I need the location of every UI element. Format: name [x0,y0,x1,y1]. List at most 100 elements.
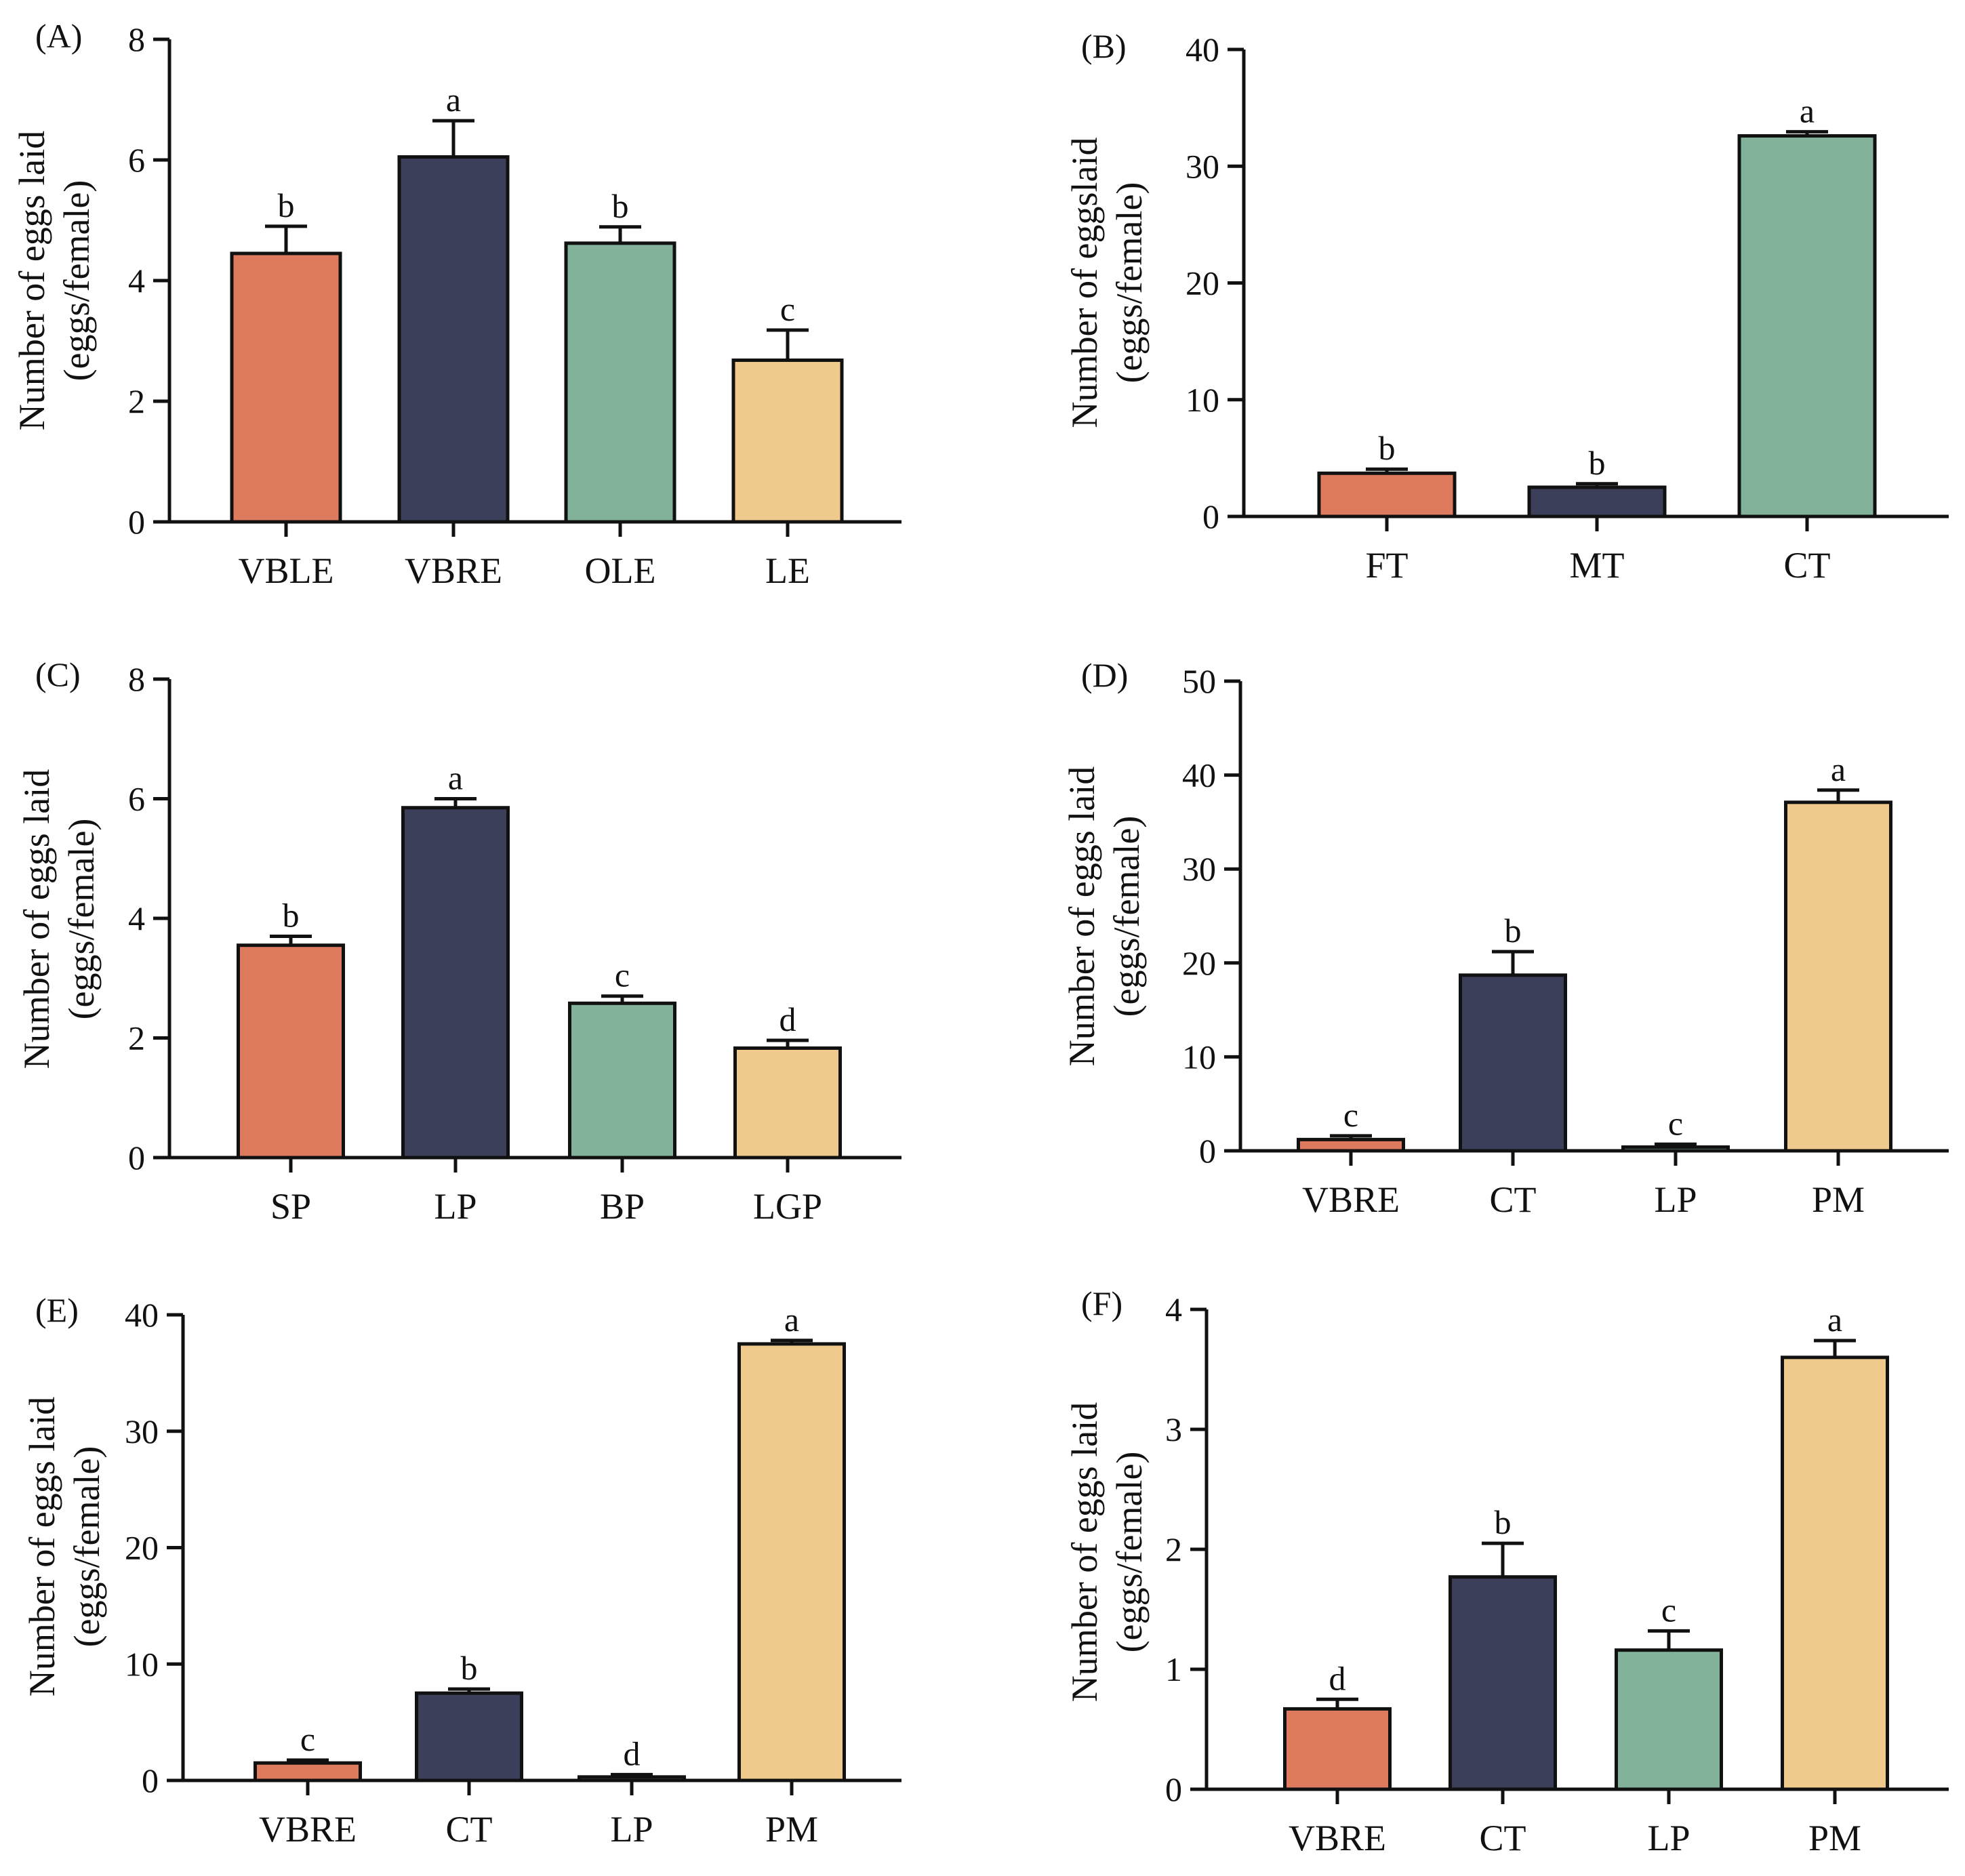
bar-lgp [733,1046,842,1160]
bar-pm [1781,1355,1889,1791]
y-tick-label: 30 [125,1412,159,1450]
y-axis-title-line1: Number of eggslaid [1064,138,1105,428]
y-tick-label: 4 [128,899,145,937]
y-tick-label: 0 [128,503,145,541]
significance-letter: d [624,1734,641,1772]
significance-letter: a [1827,1301,1842,1339]
y-axis-title-line2: (eggs/female) [56,180,97,382]
y-axis-title: Number of eggs laid (eggs/female) [1064,1402,1150,1702]
significance-letter: a [1831,750,1846,788]
bar-vbre [254,1761,362,1782]
bar-le [731,358,844,524]
x-tick-label: LGP [753,1186,822,1227]
chart-panel-b: (B) Number of eggslaid (eggs/female) b FT b MT… [1064,27,1949,586]
bar-vble [230,251,342,524]
y-axis-title-line1: Number of eggs laid [1061,767,1102,1066]
significance-letter: c [615,956,630,994]
y-tick-label: 0 [128,1139,145,1177]
chart-panel-a: (A) Number of eggs laid (eggs/female) b VBLE… [12,17,902,591]
x-tick-label: VBLE [239,550,334,591]
y-axis-title: Number of eggslaid (eggs/female) [1064,138,1150,428]
y-tick-label: 0 [142,1761,159,1799]
x-tick-label: FT [1365,545,1408,586]
significance-letter: b [1505,912,1522,950]
panel-label: (E) [35,1291,79,1329]
y-axis-title: Number of eggs laid (eggs/female) [12,131,97,430]
panel-label: (A) [35,17,82,55]
significance-letter: d [1329,1659,1346,1697]
significance-letter: c [1343,1096,1358,1134]
chart-panel-c: (C) Number of eggs laid (eggs/female) b SP a L… [16,655,902,1227]
x-tick-label: CT [1479,1818,1526,1858]
y-tick-label: 10 [125,1645,159,1683]
y-tick-label: 20 [1186,264,1219,302]
y-tick-label: 8 [128,660,145,698]
bar-pm [737,1342,846,1782]
x-tick-label: LP [434,1186,477,1227]
y-axis-title-line2: (eggs/female) [66,1446,107,1648]
y-tick-label: 1 [1165,1650,1182,1688]
y-tick-label: 2 [128,382,145,420]
y-tick-label: 3 [1165,1410,1182,1448]
y-tick-label: 6 [128,141,145,179]
bar-ct [1459,973,1567,1153]
y-tick-label: 30 [1182,850,1216,888]
bar-ft [1317,471,1457,518]
x-tick-label: MT [1570,545,1625,586]
y-axis-title-line1: Number of eggs laid [12,131,52,430]
significance-letter: c [1661,1591,1676,1629]
x-tick-label: OLE [585,550,656,591]
significance-letter: b [612,187,629,225]
y-tick-label: 40 [1182,756,1216,794]
chart-panel-e: (E) Number of eggs laid (eggs/female) c VBRE… [22,1291,902,1850]
significance-letter: a [448,759,463,797]
y-tick-label: 2 [128,1019,145,1057]
x-tick-label: PM [765,1809,818,1850]
y-tick-label: 50 [1182,662,1216,700]
y-tick-label: 20 [125,1529,159,1567]
y-axis-title: Number of eggs laid (eggs/female) [22,1397,107,1696]
panel-label: (B) [1081,27,1127,65]
significance-letter: d [779,1000,796,1038]
y-tick-label: 4 [1165,1290,1182,1328]
y-axis-title-line2: (eggs/female) [61,819,102,1020]
y-tick-label: 2 [1165,1530,1182,1568]
y-tick-label: 40 [1186,30,1219,68]
significance-letter: c [300,1720,315,1758]
y-axis-title-line1: Number of eggs laid [1064,1402,1105,1702]
y-tick-label: 20 [1182,944,1216,982]
y-axis-title-line1: Number of eggs laid [22,1397,62,1696]
x-tick-label: LP [1647,1818,1690,1858]
significance-letter: b [1379,429,1396,467]
y-tick-label: 30 [1186,147,1219,185]
y-tick-label: 10 [1186,381,1219,419]
chart-panel-d: (D) Number of eggs laid (eggs/female) c VBRE… [1061,656,1949,1220]
x-tick-label: VBRE [1289,1818,1386,1858]
x-tick-label: LE [765,550,810,591]
bar-mt [1527,485,1667,518]
bar-vbre [1283,1707,1392,1791]
y-axis-title-line2: (eggs/female) [1109,1452,1150,1653]
x-tick-label: BP [600,1186,645,1227]
y-tick-label: 40 [125,1296,159,1334]
x-tick-label: VBRE [405,550,502,591]
significance-letter: a [1800,91,1815,129]
y-tick-label: 8 [128,20,145,58]
y-axis-title: Number of eggs laid (eggs/female) [16,769,102,1069]
significance-letter: a [784,1301,799,1339]
bar-ct [415,1691,523,1782]
significance-letter: c [780,290,795,328]
x-tick-label: CT [1783,545,1830,586]
x-tick-label: PM [1812,1179,1865,1220]
significance-letter: b [1495,1503,1512,1541]
panel-label: (F) [1081,1284,1122,1322]
y-tick-label: 10 [1182,1038,1216,1076]
y-tick-label: 6 [128,780,145,818]
y-axis-title: Number of eggs laid (eggs/female) [1061,767,1147,1066]
significance-letter: c [1668,1104,1683,1142]
x-tick-label: PM [1808,1818,1861,1858]
panel-label: (C) [35,655,81,693]
significance-letter: b [461,1649,478,1687]
y-tick-label: 0 [1165,1770,1182,1808]
